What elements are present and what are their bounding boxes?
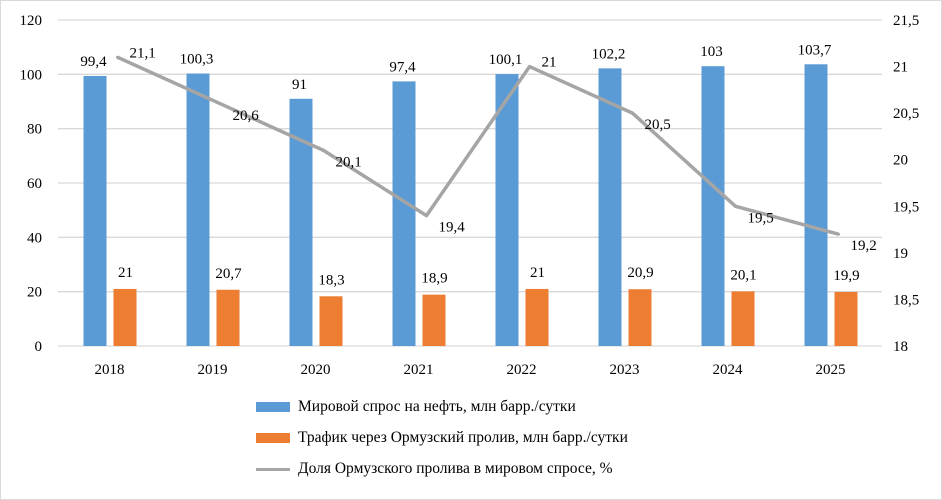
traffic-bar: [628, 289, 652, 346]
share-data-label: 19,4: [439, 220, 466, 236]
demand-bar: [289, 98, 313, 347]
left-axis-tick-label: 120: [20, 13, 43, 29]
traffic-data-label: 20,1: [730, 267, 756, 283]
right-axis-tick-label: 18: [893, 339, 908, 355]
left-axis-tick-label: 80: [27, 122, 42, 138]
right-axis-tick-label: 20,5: [893, 106, 919, 122]
legend-swatch-gray-line: [256, 467, 290, 471]
right-axis-tick-label: 18,5: [893, 292, 919, 308]
demand-bar: [804, 64, 828, 346]
share-data-label: 20,6: [233, 108, 260, 124]
x-axis-tick-label: 2020: [301, 362, 331, 378]
traffic-data-label: 18,3: [318, 272, 344, 288]
share-point: [322, 148, 325, 152]
share-point: [425, 214, 428, 218]
legend-label: Мировой спрос на нефть, млн барр./сутки: [298, 398, 576, 415]
share-point: [837, 232, 840, 236]
share-data-label: 20,1: [336, 154, 362, 170]
demand-bar: [83, 75, 107, 347]
traffic-data-label: 21: [118, 265, 133, 281]
right-axis-tick-label: 21: [893, 60, 908, 76]
traffic-bar: [113, 288, 137, 346]
x-axis-tick-label: 2022: [507, 362, 537, 378]
demand-data-label: 102,2: [592, 46, 626, 62]
demand-data-label: 99,4: [80, 54, 107, 70]
demand-data-label: 91: [292, 77, 307, 93]
traffic-bar: [422, 294, 446, 346]
demand-data-label: 100,1: [489, 52, 523, 68]
share-data-label: 21: [542, 55, 557, 71]
demand-data-label: 103: [700, 44, 723, 60]
demand-bar: [598, 68, 622, 347]
demand-data-label: 100,3: [180, 52, 214, 68]
share-data-label: 21,1: [130, 45, 156, 61]
x-axis-tick-label: 2023: [610, 362, 640, 378]
demand-bar: [495, 74, 519, 346]
share-line: [116, 55, 839, 236]
right-axis-tick-label: 21,5: [893, 13, 919, 29]
traffic-data-label: 20,9: [627, 265, 653, 281]
legend-item-traffic: Трафик через Ормузский пролив, млн барр.…: [256, 429, 628, 447]
traffic-bar: [731, 291, 755, 346]
x-axis-tick-label: 2018: [95, 362, 125, 378]
traffic-bar: [834, 291, 858, 346]
x-axis-tick-label: 2021: [404, 362, 434, 378]
right-axis-tick-label: 19,5: [893, 199, 919, 215]
x-axis-tick-label: 2025: [816, 362, 846, 378]
share-data-label: 19,2: [851, 238, 877, 254]
share-point: [631, 111, 634, 115]
share-data-label: 20,5: [645, 117, 671, 133]
right-axis-tick-label: 19: [893, 246, 908, 262]
legend-item-demand: Мировой спрос на нефть, млн барр./сутки: [256, 398, 576, 416]
demand-bar: [392, 81, 416, 346]
left-axis-tick-label: 20: [27, 285, 42, 301]
left-axis-tick-label: 0: [35, 339, 43, 355]
legend-swatch-blue: [256, 402, 290, 412]
traffic-data-label: 18,9: [421, 271, 447, 287]
right-axis-tick-label: 20: [893, 153, 908, 169]
traffic-bar: [216, 289, 240, 346]
traffic-data-label: 20,7: [215, 266, 242, 282]
legend-label: Доля Ормузского пролива в мировом спросе…: [298, 460, 613, 477]
x-axis-tick-label: 2024: [713, 362, 744, 378]
share-point: [116, 55, 119, 59]
traffic-data-label: 21: [530, 265, 545, 281]
x-axis-tick-label: 2019: [198, 362, 228, 378]
left-axis-tick-label: 40: [27, 230, 42, 246]
share-data-label: 19,5: [748, 210, 774, 226]
left-axis-tick-label: 100: [20, 67, 43, 83]
traffic-bar: [319, 296, 343, 346]
demand-bar: [701, 66, 725, 346]
legend-swatch-orange: [256, 433, 290, 443]
demand-bar: [186, 73, 210, 346]
left-axis-tick-label: 60: [27, 176, 42, 192]
legend-label: Трафик через Ормузский пролив, млн барр.…: [298, 429, 628, 446]
share-point: [528, 65, 531, 69]
share-point: [734, 204, 737, 208]
share-point: [219, 102, 222, 106]
legend-item-share: Доля Ормузского пролива в мировом спросе…: [256, 460, 613, 478]
demand-data-label: 103,7: [798, 42, 832, 58]
demand-data-label: 97,4: [389, 59, 416, 75]
traffic-bar: [525, 288, 549, 346]
traffic-data-label: 19,9: [833, 268, 859, 284]
